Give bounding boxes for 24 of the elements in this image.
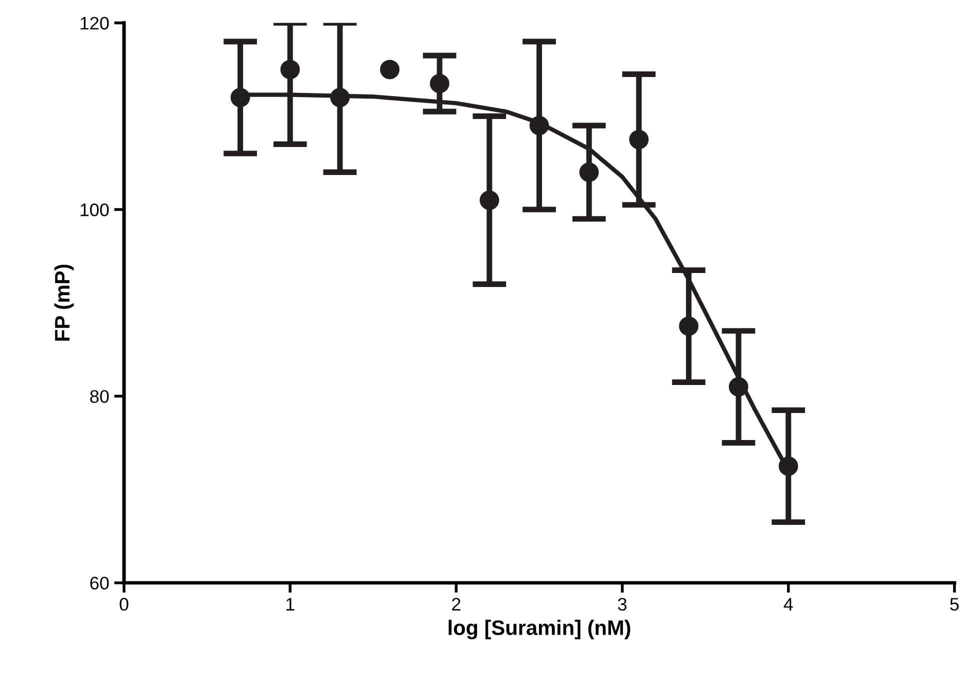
y-tick-label: 80: [90, 390, 109, 403]
point: [728, 377, 748, 397]
x-tick-label: 2: [452, 598, 460, 610]
x-tick-label: 0: [120, 598, 128, 611]
point: [230, 88, 250, 108]
point: [330, 88, 350, 108]
y-tick-label: 120: [80, 16, 109, 30]
point: [480, 190, 500, 210]
point: [280, 60, 300, 80]
x-axis-title: log [Suramin] (nM): [448, 620, 630, 640]
y-tick-label: 60: [90, 576, 109, 590]
point: [530, 116, 549, 136]
point: [430, 74, 450, 94]
point: [579, 162, 599, 182]
y-tick-label: 100: [80, 203, 109, 216]
x-tick-label: 3: [618, 598, 627, 611]
point: [380, 60, 400, 80]
x-tick-label: 4: [784, 598, 793, 610]
y-axis-title: FP (mP): [54, 264, 74, 341]
point: [679, 316, 698, 336]
point: [778, 456, 798, 476]
x-tick-label: 5: [950, 598, 959, 611]
x-tick-label: 1: [286, 598, 294, 610]
point: [629, 130, 649, 150]
